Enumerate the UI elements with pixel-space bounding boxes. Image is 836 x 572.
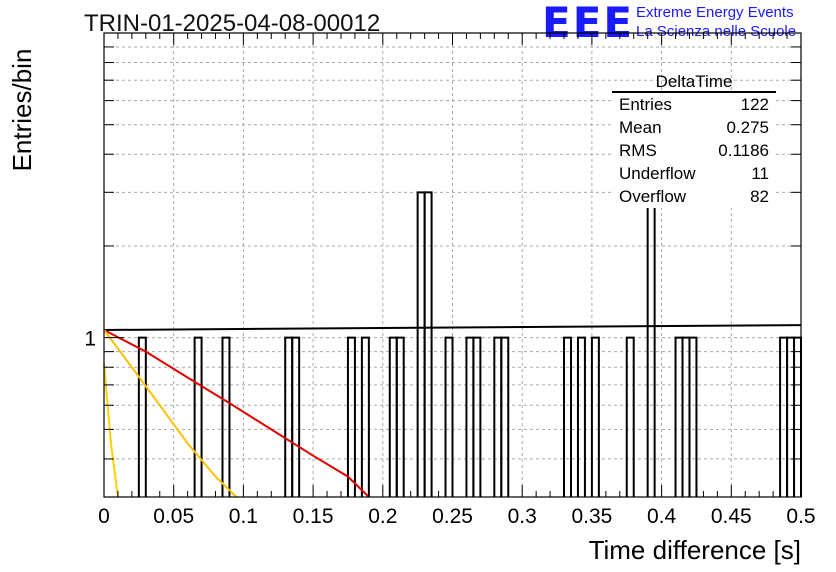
stats-label-underflow: Underflow: [619, 164, 696, 183]
histogram-bin: [625, 336, 635, 497]
stats-label-rms: RMS: [619, 141, 657, 160]
histogram-bin: [779, 336, 789, 497]
histogram-bin: [688, 336, 698, 497]
histogram-bin: [590, 336, 600, 497]
tick-labels: 0 0.05 0.1 0.15 0.2 0.25 0.3 0.35 0.4 0.45 0.5 1: [84, 328, 815, 528]
histogram-bin: [193, 336, 203, 497]
x-tick-label: 0.3: [508, 505, 537, 528]
y-axis-label: Entries/bin: [7, 49, 37, 172]
histogram-bin: [137, 336, 147, 497]
x-tick-label: 0: [98, 505, 110, 528]
x-tick-label: 0.15: [293, 505, 334, 528]
histogram-bin: [291, 336, 301, 497]
histogram-bin: [472, 336, 482, 497]
fit-curves: [103, 324, 802, 498]
histogram-bin: [346, 336, 356, 497]
histogram-bin: [388, 336, 398, 497]
x-tick-label: 0.05: [153, 505, 194, 528]
stats-box: DeltaTime Entries 122 Mean 0.275 RMS 0.1…: [612, 72, 776, 208]
histogram-bin: [576, 336, 586, 497]
histogram-bin: [360, 336, 370, 497]
y-tick-label: 1: [84, 328, 96, 351]
logo-line-1: Extreme Energy Events: [636, 4, 794, 21]
histogram-bin: [395, 336, 405, 497]
histogram-bin: [500, 336, 510, 497]
histogram-bin: [493, 336, 503, 497]
stats-label-entries: Entries: [619, 95, 672, 114]
stats-value-underflow: 11: [751, 164, 769, 183]
fit-curve: [103, 329, 370, 498]
fit-curve: [103, 363, 119, 498]
x-tick-label: 0.4: [647, 505, 677, 528]
stats-box-title: DeltaTime: [656, 72, 733, 91]
histogram-bin: [465, 336, 475, 497]
axis-ticks: [103, 33, 802, 497]
stats-box-background: [612, 92, 776, 208]
x-tick-label: 0.5: [786, 505, 815, 528]
histogram-bin: [563, 336, 572, 497]
histogram-bin: [221, 336, 231, 497]
histogram-bin: [786, 336, 796, 497]
eee-logo: EEE: [542, 0, 635, 47]
histogram-bin: [423, 191, 433, 497]
histogram-bin: [284, 336, 294, 497]
x-tick-label: 0.35: [571, 505, 612, 528]
x-tick-label: 0.2: [368, 505, 397, 528]
x-tick-label: 0.25: [432, 505, 473, 528]
histogram-bin: [646, 191, 656, 497]
histogram-bin: [416, 191, 426, 497]
stats-value-rms: 0.1186: [718, 141, 769, 160]
histogram-series: [137, 191, 802, 497]
stats-label-mean: Mean: [619, 118, 662, 137]
histogram-bin: [793, 336, 802, 497]
x-tick-label: 0.1: [229, 505, 258, 528]
stats-value-mean: 0.275: [726, 118, 769, 137]
fit-curve: [103, 329, 238, 498]
stats-value-overflow: 82: [750, 187, 769, 206]
stats-value-entries: 122: [741, 95, 769, 114]
histogram-bin: [444, 336, 454, 497]
x-tick-label: 0.45: [711, 505, 752, 528]
x-axis-label: Time difference [s]: [589, 535, 801, 565]
histogram-bin: [681, 336, 691, 497]
stats-label-overflow: Overflow: [619, 187, 687, 206]
fit-curve: [103, 324, 802, 331]
histogram-bin: [674, 336, 684, 497]
